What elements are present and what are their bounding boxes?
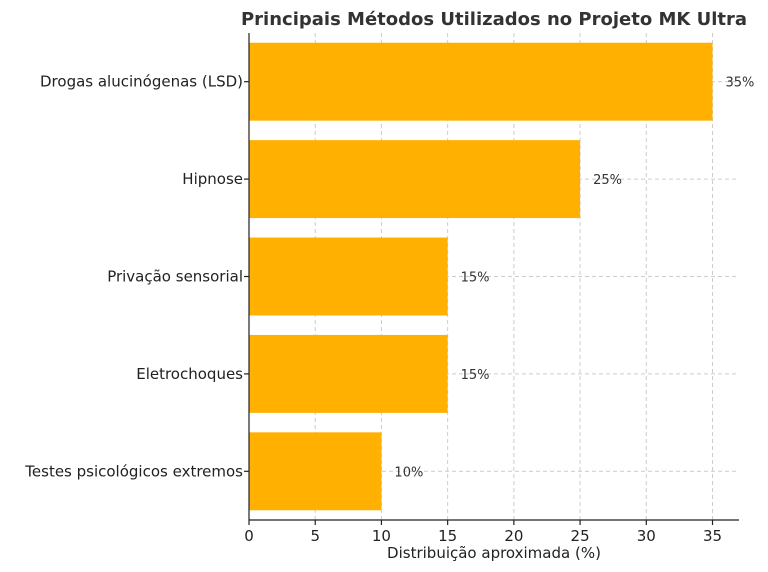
- category-label: Privação sensorial: [107, 268, 243, 286]
- bars-layer: [249, 42, 713, 511]
- bar: [249, 237, 448, 316]
- category-label: Testes psicológicos extremos: [24, 462, 243, 480]
- labels-layer: Drogas alucinógenas (LSD) 35% Hipnose 25% Pr…: [24, 73, 754, 481]
- bar: [249, 334, 448, 413]
- chart-title: Principais Métodos Utilizados no Projeto…: [241, 9, 747, 30]
- x-tick-label: 0: [244, 527, 254, 545]
- data-label: 15%: [461, 271, 490, 286]
- data-label: 10%: [394, 465, 423, 480]
- category-label: Drogas alucinógenas (LSD): [40, 73, 243, 91]
- x-tick-label: 20: [504, 527, 523, 545]
- data-label: 25%: [593, 173, 622, 188]
- x-tick-label: 15: [438, 527, 457, 545]
- x-tick-label: 30: [637, 527, 656, 545]
- axes-layer: 0 5 10 15 20 25 30 35: [244, 33, 739, 545]
- x-axis-title: Distribuição aproximada (%): [387, 544, 601, 562]
- bar: [249, 432, 382, 511]
- data-label: 15%: [461, 368, 490, 383]
- x-tick-label: 25: [571, 527, 590, 545]
- bar: [249, 42, 713, 121]
- category-label: Hipnose: [182, 170, 243, 188]
- data-label: 35%: [726, 76, 755, 91]
- category-label: Eletrochoques: [136, 365, 243, 383]
- bar: [249, 140, 581, 219]
- x-tick-label: 5: [310, 527, 320, 545]
- x-tick-label: 35: [703, 527, 722, 545]
- x-tick-label: 10: [372, 527, 391, 545]
